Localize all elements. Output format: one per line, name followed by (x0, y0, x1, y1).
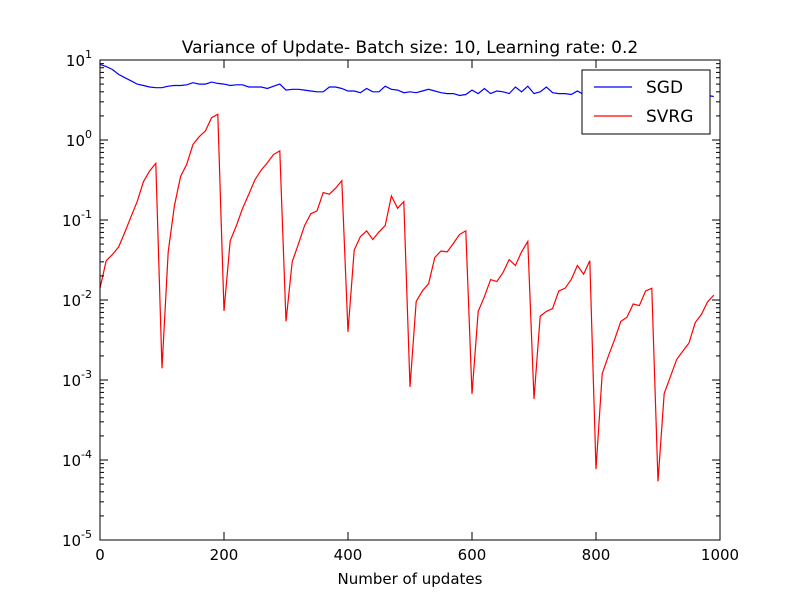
y-tick-label: 10-2 (62, 288, 92, 310)
x-axis: 0 200 400 600 800 1000 (95, 60, 739, 564)
x-tick-label: 0 (95, 546, 105, 564)
legend-box (581, 69, 711, 135)
x-tick-label: 400 (334, 546, 363, 564)
chart-title: Variance of Update- Batch size: 10, Lear… (182, 38, 638, 58)
y-tick-label: 10-4 (62, 448, 92, 470)
x-tick-label: 200 (210, 546, 239, 564)
series-line-svrg (99, 113, 715, 482)
legend-label-svrg: SVRG (646, 107, 693, 127)
x-tick-label: 800 (582, 546, 611, 564)
y-tick-label: 10-5 (62, 528, 92, 550)
y-tick-label: 10-3 (62, 368, 92, 390)
x-tick-label: 1000 (701, 546, 739, 564)
legend: SGD SVRG (581, 69, 711, 135)
y-tick-label: 101 (66, 48, 92, 70)
y-tick-label: 100 (66, 128, 92, 150)
x-axis-label: Number of updates (338, 570, 483, 588)
y-tick-label: 10-1 (62, 208, 92, 230)
y-axis: 101 100 10-1 10-2 10-3 10-4 10-5 (62, 48, 720, 550)
legend-label-sgd: SGD (646, 78, 683, 98)
x-tick-label: 600 (458, 546, 487, 564)
